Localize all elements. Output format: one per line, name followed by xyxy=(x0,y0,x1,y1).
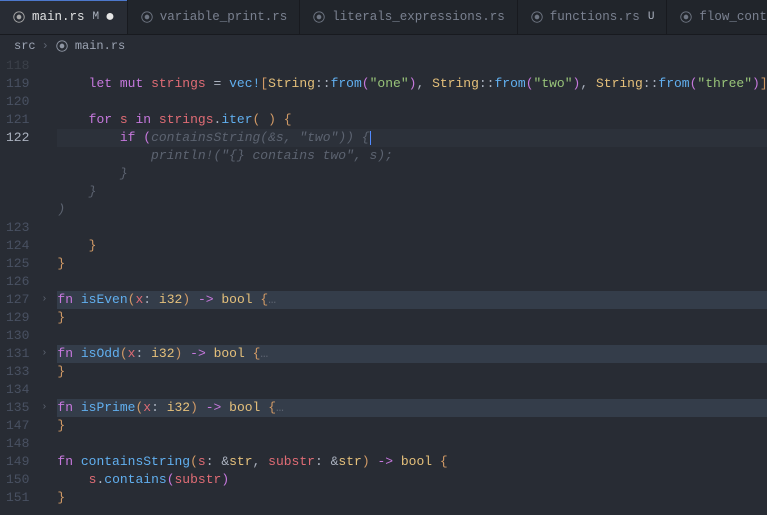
code-line: println!("{} contains two", s); xyxy=(57,147,767,165)
tab-git-flag: M xyxy=(93,11,100,23)
code-line xyxy=(57,57,767,75)
code-line xyxy=(57,435,767,453)
line-number-gutter: 118 119 120 121 122 123 124 125 126 127 … xyxy=(0,57,41,515)
code-line: ) xyxy=(57,201,767,219)
tab-label: main.rs xyxy=(32,10,85,24)
tab-bar: main.rs M ● variable_print.rs literals_e… xyxy=(0,0,767,35)
code-line: } xyxy=(57,237,767,255)
code-line: for s in strings.iter( ) { xyxy=(57,111,767,129)
tab-label: flow_control.rs xyxy=(699,10,767,24)
tab-functions[interactable]: functions.rs U xyxy=(518,0,668,34)
rust-icon xyxy=(140,10,154,24)
code-area[interactable]: let mut strings = vec![String::from("one… xyxy=(47,57,767,515)
code-line: } xyxy=(57,309,767,327)
rust-icon xyxy=(12,10,26,24)
tab-git-flag: U xyxy=(648,11,655,23)
tab-variable-print[interactable]: variable_print.rs xyxy=(128,0,301,34)
code-line xyxy=(57,273,767,291)
breadcrumb[interactable]: src › main.rs xyxy=(0,35,767,57)
code-line: s.contains(substr) xyxy=(57,471,767,489)
code-line: } xyxy=(57,165,767,183)
editor[interactable]: 118 119 120 121 122 123 124 125 126 127 … xyxy=(0,57,767,515)
code-line xyxy=(57,327,767,345)
rust-icon xyxy=(55,39,69,53)
code-line: } xyxy=(57,363,767,381)
code-line: let mut strings = vec![String::from("one… xyxy=(57,75,767,93)
tab-label: variable_print.rs xyxy=(160,10,288,24)
chevron-right-icon: › xyxy=(42,39,49,53)
code-line: } xyxy=(57,417,767,435)
code-line: if (containsString(&s, "two")) { xyxy=(57,129,767,147)
code-line xyxy=(57,93,767,111)
breadcrumb-folder: src xyxy=(14,39,36,53)
breadcrumb-file: main.rs xyxy=(75,39,125,53)
code-line: fn isEven(x: i32) -> bool {… xyxy=(57,291,767,309)
tab-main[interactable]: main.rs M ● xyxy=(0,0,128,34)
code-line: } xyxy=(57,183,767,201)
code-line xyxy=(57,381,767,399)
code-line xyxy=(57,219,767,237)
tab-label: literals_expressions.rs xyxy=(332,10,505,24)
code-line: } xyxy=(57,255,767,273)
tab-flow-control[interactable]: flow_control.rs xyxy=(667,0,767,34)
code-line: } xyxy=(57,489,767,507)
code-line: fn isOdd(x: i32) -> bool {… xyxy=(57,345,767,363)
code-line: fn isPrime(x: i32) -> bool {… xyxy=(57,399,767,417)
rust-icon xyxy=(530,10,544,24)
rust-icon xyxy=(312,10,326,24)
tab-label: functions.rs xyxy=(550,10,640,24)
code-line: fn containsString(s: &str, substr: &str)… xyxy=(57,453,767,471)
rust-icon xyxy=(679,10,693,24)
tab-literals[interactable]: literals_expressions.rs xyxy=(300,0,518,34)
